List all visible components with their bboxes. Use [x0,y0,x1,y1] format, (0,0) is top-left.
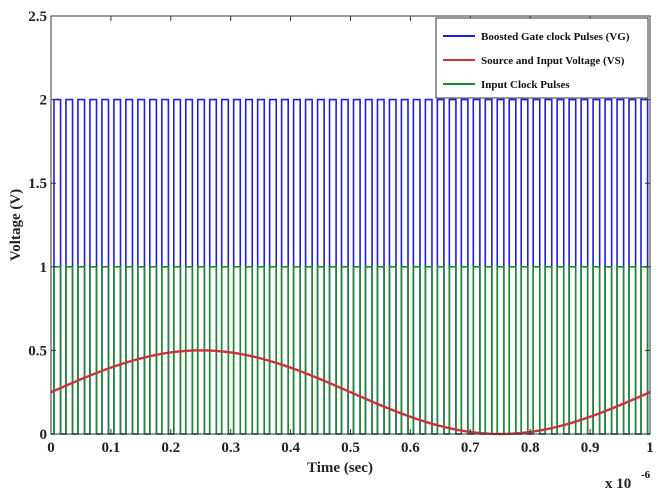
y-tick-label: 1 [40,260,48,276]
y-tick-label: 1.5 [28,176,47,192]
y-tick-label: 0.5 [28,343,47,359]
x-axis-title: Time (sec) [307,460,373,476]
x-tick-label: 0.6 [401,440,420,456]
axis-layer: 0 0.1 0.2 0.3 0.4 0.5 0.6 0.7 0.8 0.9 1 0 0.5 1 1.5 2 2.… [28,9,654,456]
x-multiplier-label: x 10 [605,476,631,492]
x-tick-label: 0.2 [161,440,180,456]
series-line-vs [50,349,651,436]
y-axis-title: Voltage (V) [8,189,24,261]
x-tick-label: 0.5 [341,440,360,456]
legend-label-clk: Input Clock Pulses [481,79,570,91]
x-tick-label: 0.8 [521,440,540,456]
legend: Boosted Gate clock Pulses (VG) Source an… [435,17,649,99]
x-tick-label: 0.4 [281,440,300,456]
legend-label-vs: Source and Input Voltage (VS) [481,55,625,67]
legend-label-vg: Boosted Gate clock Pulses (VG) [481,31,630,43]
y-tick-label: 2 [40,93,48,109]
x-tick-label: 0.9 [581,440,600,456]
x-multiplier-exponent: -6 [641,469,651,481]
x-tick-label: 0 [47,440,55,456]
x-tick-label: 0.7 [461,440,480,456]
x-tick-label: 0.1 [102,440,121,456]
x-tick-label: 1 [646,440,654,456]
x-tick-label: 0.3 [221,440,240,456]
y-tick-label: 2.5 [28,9,47,25]
y-tick-label: 0 [40,427,48,443]
